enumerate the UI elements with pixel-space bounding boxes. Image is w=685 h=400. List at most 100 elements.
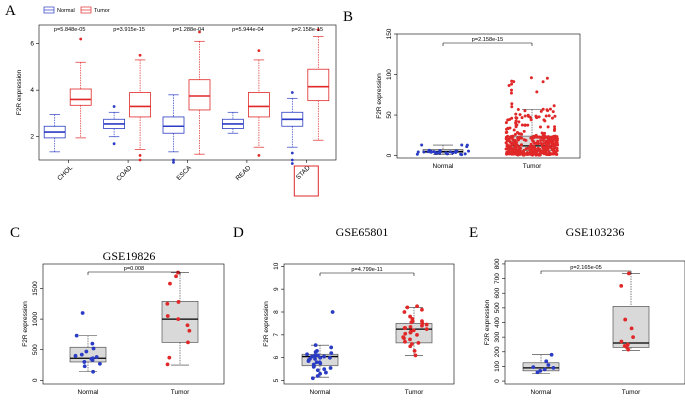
panel-b-tumor-point (510, 102, 514, 106)
panel-e-ytick-label: 200 (494, 346, 501, 357)
panel-b-tumor-point (517, 145, 521, 149)
panel-b-tumor-point (522, 153, 526, 157)
panel-b-tumor-point (537, 115, 541, 119)
panel-a-esca-normal-box (162, 116, 185, 134)
panel-d-tumor-point (403, 331, 408, 336)
panel-b-normal-point (438, 151, 442, 155)
panel-d-normal-point (310, 376, 315, 381)
panel-c-normal-point (97, 361, 102, 366)
panel-c-normal-point (82, 364, 87, 369)
panel-c-tumor-point (168, 281, 172, 286)
panel-c-ylabel: F2R expression (22, 301, 29, 347)
panel-e-ytick-label: 700 (494, 273, 501, 284)
panel-c-tumor-point (176, 300, 181, 304)
panel-a-esca-tumor-outlier (198, 30, 201, 34)
panel-b-tumor-point (514, 116, 518, 120)
panel-d-normal-point (318, 371, 322, 376)
panel-b-tumor-point (555, 152, 559, 156)
panel-c-tumor-box (161, 300, 199, 343)
panel-d-tumor-xtick-label: Tumor (405, 389, 424, 396)
panel-b-tumor-point (551, 152, 555, 156)
panel-b-tumor-point (547, 114, 551, 118)
panel-e-title: GSE103236 (566, 225, 625, 239)
panel-d-ylabel: F2R expression (263, 301, 270, 347)
panel-b-tumor-point (542, 118, 546, 122)
panel-a-xtick-label-read: READ (235, 164, 253, 182)
panel-c-normal-point (84, 349, 89, 354)
panel-e-ylabel: F2R expression (484, 299, 491, 345)
panel-e-tumor-point (626, 271, 631, 276)
panel-b-tumor-point (551, 110, 555, 114)
panel-e-tumor-point (623, 317, 628, 322)
panel-b-ytick-label: 150 (386, 28, 393, 39)
panel-b-tumor-point (536, 135, 540, 139)
panel-b-tumor-point (510, 82, 514, 86)
panel-b-tumor-point (539, 109, 543, 113)
panel-e-ytick-label: 500 (494, 302, 501, 313)
panel-d-normal-point (308, 356, 312, 361)
panel-b-tumor-point (512, 128, 516, 132)
panel-d-normal-point (311, 364, 316, 369)
panel-b-tumor-point (553, 137, 557, 141)
panel-d-ytick-label: 10 (273, 262, 280, 270)
panel-c-pvalue: p=0.008 (124, 266, 144, 272)
panel-d-tumor-point (420, 323, 424, 328)
panel-b-tumor-point (520, 116, 524, 120)
panel-c-tumor-point (186, 340, 190, 345)
panel-b-normal-point (420, 143, 424, 147)
panel-d-normal-point (328, 366, 333, 370)
panel-b-tumor-point (513, 139, 517, 143)
legend-normal-label: Normal (57, 8, 75, 14)
panel-b-tumor-point (514, 112, 518, 116)
panel-a-stad-pvalue: p=2.158e-15 (292, 27, 324, 33)
panel-c-ytick-label: 1500 (32, 281, 39, 296)
panel-c-tumor-point (167, 355, 172, 360)
panel-c-normal-point (74, 333, 79, 338)
panel-b-tumor-point (518, 113, 522, 117)
panel-d-tumor-point (416, 340, 421, 345)
panel-e-ytick-label: 100 (494, 361, 501, 372)
panel-c-tumor-point (187, 328, 192, 333)
panel-e-ytick-label: 400 (494, 317, 501, 328)
panel-b-tumor-point (522, 138, 526, 142)
panel-d-normal-point (317, 360, 322, 365)
panel-b-normal-point (467, 149, 471, 153)
panel-b-tumor-point (552, 104, 556, 108)
panel-b-tumor-point (530, 148, 534, 152)
panel-b-tumor-point (527, 151, 531, 155)
panel-a-esca-pvalue: p=1.288e-04 (173, 27, 205, 33)
panel-b-tumor-point (511, 137, 515, 141)
panel-b-tumor-point (513, 146, 517, 150)
panel-b-tumor-point (549, 138, 553, 142)
panel-b-tumor-point (517, 120, 521, 124)
panel-e-ytick-label: 600 (494, 287, 501, 298)
panel-b-tumor-point (509, 91, 513, 95)
panel-a-xtick-label-chol: CHOL (56, 164, 74, 182)
panel-b-tumor-point (552, 144, 556, 148)
panel-b-tumor-point (532, 136, 536, 140)
panel-b-tumor-point (538, 149, 542, 153)
panel-b-tumor-point (511, 135, 515, 139)
panel-b-tumor-point (544, 114, 548, 118)
panel-b-pvalue: p=2.158e-15 (472, 37, 504, 43)
panel-b-tumor-point (523, 109, 527, 113)
panel-label-d: D (233, 225, 244, 241)
panel-a-coad-pvalue: p=3.915e-15 (113, 27, 145, 33)
panel-a-stad-tumor-outlier (316, 28, 320, 32)
panel-c-tumor-point (176, 317, 181, 322)
panel-d-tumor-point (415, 332, 419, 337)
panel-b-tumor-point (529, 76, 533, 80)
panel-e-tumor-point (619, 339, 624, 344)
panel-a-esca-normal-outlier (172, 158, 175, 162)
panel-d-normal-point (315, 374, 320, 378)
panel-b-tumor-point (526, 114, 530, 118)
panel-c-normal-point (73, 353, 78, 358)
panel-c-normal-point (79, 352, 84, 357)
panel-b-tumor-point (507, 150, 511, 154)
panel-label-b: B (343, 9, 353, 25)
panel-c-ytick-label: 500 (32, 344, 39, 355)
panel-b-tumor-point (553, 114, 557, 118)
panel-e-tumor-point (629, 326, 634, 331)
panel-a-stad-highlight-box (293, 165, 319, 197)
panel-d-normal-xtick-label: Normal (310, 389, 332, 396)
